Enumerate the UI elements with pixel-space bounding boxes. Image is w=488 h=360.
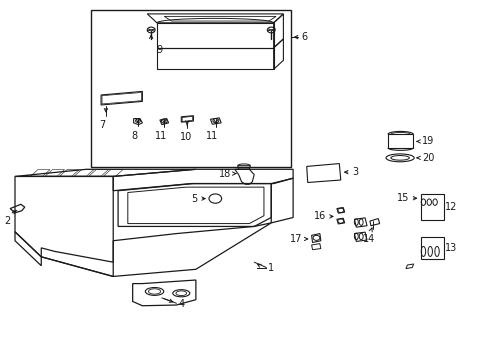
Text: 11: 11: [206, 131, 218, 141]
Text: 18: 18: [218, 168, 230, 179]
Text: 6: 6: [301, 32, 307, 42]
Text: 4: 4: [179, 299, 184, 309]
Text: 12: 12: [444, 202, 456, 212]
Text: 11: 11: [154, 131, 167, 141]
Text: 19: 19: [421, 136, 433, 147]
Text: 20: 20: [421, 153, 433, 163]
Text: 1: 1: [267, 262, 273, 273]
Bar: [387, 134, 412, 148]
Text: 10: 10: [180, 132, 192, 142]
Bar: [420, 194, 443, 220]
Text: 16: 16: [314, 211, 326, 221]
Bar: [91, 10, 290, 167]
Text: 7: 7: [99, 120, 105, 130]
Bar: [420, 237, 443, 258]
Text: 15: 15: [396, 193, 408, 203]
Text: 8: 8: [131, 131, 138, 141]
Text: 14: 14: [362, 234, 374, 244]
Text: 17: 17: [289, 234, 302, 244]
Text: 9: 9: [156, 45, 162, 55]
Text: 13: 13: [444, 243, 456, 253]
Text: 5: 5: [191, 194, 197, 203]
Text: 3: 3: [351, 167, 357, 177]
Text: 2: 2: [4, 216, 10, 226]
